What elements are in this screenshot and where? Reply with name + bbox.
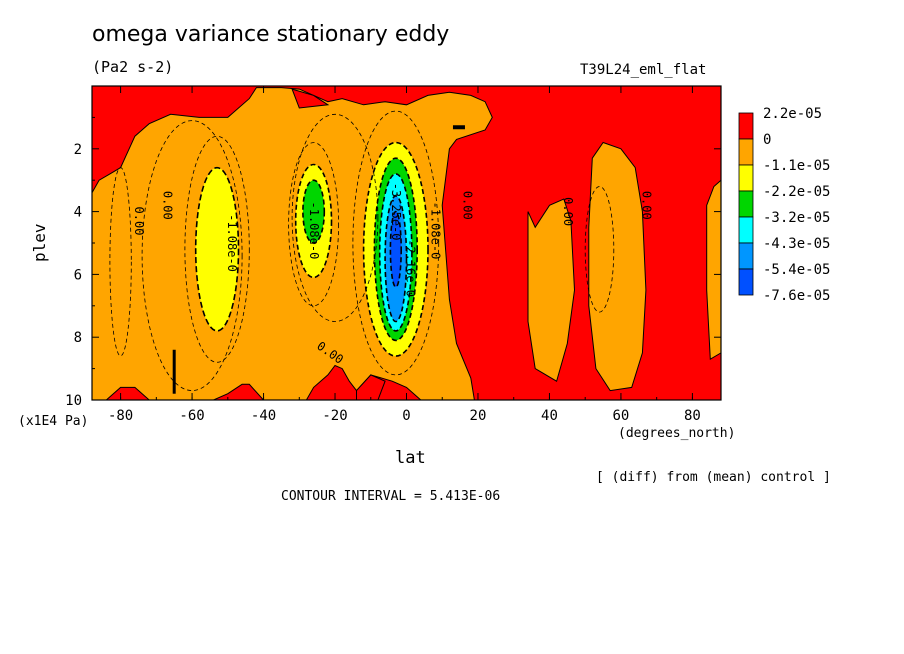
- x-tick-label: 0: [402, 408, 410, 424]
- x-tick-label: 60: [613, 408, 630, 424]
- legend-label: 0: [763, 132, 771, 148]
- orange-island-2: [588, 141, 647, 392]
- chart-title: omega variance stationary eddy: [92, 22, 450, 47]
- red-patch-2: [356, 374, 386, 401]
- legend-label: -1.1e-05: [763, 158, 830, 174]
- contour-label: -1.08e-0: [429, 202, 443, 260]
- y-tick-label: 6: [74, 267, 82, 283]
- contour-label: 0.00: [461, 191, 475, 220]
- contour-label: -1.08e-0: [225, 214, 239, 272]
- contour-label: 0.00: [639, 191, 653, 220]
- orange-island-1: [527, 198, 576, 382]
- contour-label: 0.00: [561, 197, 575, 226]
- chart-units: (Pa2 s-2): [92, 58, 174, 76]
- anomaly-region-3: [302, 179, 326, 244]
- dashed-contour-6: [584, 186, 615, 313]
- legend-swatch: [738, 190, 754, 218]
- legend-label: -2.2e-05: [763, 184, 830, 200]
- y-tick-label: 8: [74, 330, 82, 346]
- legend-label: -7.6e-05: [763, 288, 830, 304]
- contour-interval: CONTOUR INTERVAL = 5.413E-06: [281, 489, 501, 504]
- legend-swatch: [738, 138, 754, 166]
- x-tick-label: 20: [470, 408, 487, 424]
- run-label: T39L24_eml_flat: [580, 62, 707, 78]
- x-tick-label: 40: [541, 408, 558, 424]
- x-tick-label: -40: [251, 408, 276, 424]
- dashed-contour-1: [184, 135, 250, 363]
- dashed-contour-7: [109, 167, 132, 357]
- diff-note: [ (diff) from (mean) control ]: [596, 470, 831, 485]
- contour-label: -3.25e-0: [389, 183, 403, 241]
- anomaly-region-8: [389, 210, 402, 288]
- contour-field: 0.000.00 0.00 0.00 0.000.00-1.08e-0 -1.08e-0…: [91, 86, 722, 401]
- legend-swatch: [738, 112, 754, 140]
- legend-swatch: [738, 164, 754, 192]
- color-legend: 2.2e-05 0 -1.1e-05 -2.2e-05 -3.2e-05 -4.3e-05…: [738, 106, 830, 304]
- legend-label: 2.2e-05: [763, 106, 822, 122]
- dashed-contour-4: [141, 120, 243, 392]
- x-axis-label: lat: [395, 448, 426, 468]
- y-tick-label: 2: [74, 142, 82, 158]
- plot-axes: -80 -60 -40 -20 0 20 40 60 80 2 4 6 8 10: [65, 85, 722, 424]
- x-tick-label: 80: [684, 408, 701, 424]
- x-axis-units: (degrees_north): [618, 426, 736, 441]
- legend-swatch: [738, 242, 754, 270]
- y-axis-units: (x1E4 Pa): [18, 414, 89, 429]
- orange-island-3: [706, 179, 722, 361]
- y-tick-label: 10: [65, 393, 82, 409]
- legend-label: -5.4e-05: [763, 262, 830, 278]
- dashed-contour-2: [288, 142, 340, 307]
- x-tick-label: -20: [322, 408, 347, 424]
- y-tick-label: 4: [74, 205, 82, 221]
- x-tick-label: -60: [179, 408, 204, 424]
- contour-label: 0.00: [161, 191, 175, 220]
- red-patch-1: [291, 88, 330, 109]
- x-tick-label: -80: [108, 408, 133, 424]
- contour-label: -1.08e-0: [307, 202, 321, 260]
- dashed-contour-3: [352, 110, 440, 376]
- contour-mark: [452, 125, 465, 130]
- legend-label: -4.3e-05: [763, 236, 830, 252]
- legend-swatch: [738, 268, 754, 296]
- legend-label: -3.2e-05: [763, 210, 830, 226]
- contour-label: 0.00: [132, 207, 146, 236]
- legend-swatch: [738, 216, 754, 244]
- anomaly-region-1: [194, 166, 240, 332]
- dashed-contour-5: [291, 113, 379, 322]
- contour-label: -2.16e-0: [404, 239, 418, 297]
